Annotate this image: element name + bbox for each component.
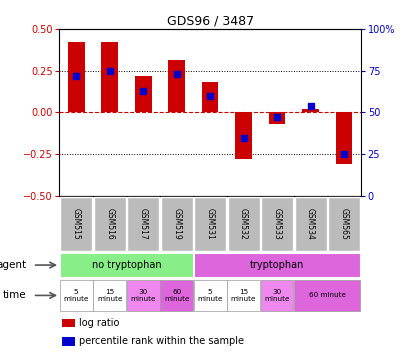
Bar xyxy=(227,280,259,311)
Text: GSM534: GSM534 xyxy=(306,208,314,240)
Bar xyxy=(293,280,360,311)
Text: time: time xyxy=(3,290,27,301)
Text: percentile rank within the sample: percentile rank within the sample xyxy=(79,336,243,346)
Bar xyxy=(60,197,92,251)
Bar xyxy=(126,280,159,311)
Bar xyxy=(168,60,184,112)
Bar xyxy=(93,197,126,251)
Text: 30
minute: 30 minute xyxy=(130,289,155,302)
Bar xyxy=(160,197,192,251)
Text: 15
minute: 15 minute xyxy=(97,289,122,302)
Text: GSM565: GSM565 xyxy=(339,208,348,240)
Text: GSM519: GSM519 xyxy=(172,208,181,240)
Text: GSM532: GSM532 xyxy=(238,208,247,240)
Text: 60
minute: 60 minute xyxy=(164,289,189,302)
Bar xyxy=(67,42,84,112)
Text: 5
minute: 5 minute xyxy=(197,289,222,302)
Bar xyxy=(62,337,74,346)
Bar xyxy=(268,112,285,124)
Text: GSM531: GSM531 xyxy=(205,208,214,240)
Bar xyxy=(62,319,74,327)
Bar xyxy=(193,197,226,251)
Bar xyxy=(60,253,193,277)
Bar xyxy=(201,82,218,112)
Title: GDS96 / 3487: GDS96 / 3487 xyxy=(166,14,253,27)
Text: 5
minute: 5 minute xyxy=(63,289,89,302)
Bar xyxy=(135,76,151,112)
Bar xyxy=(260,280,293,311)
Bar xyxy=(60,280,92,311)
Bar xyxy=(335,112,352,165)
Bar xyxy=(193,253,360,277)
Text: tryptophan: tryptophan xyxy=(249,260,303,270)
Text: GSM516: GSM516 xyxy=(105,208,114,240)
Text: agent: agent xyxy=(0,260,27,270)
Text: no tryptophan: no tryptophan xyxy=(91,260,161,270)
Text: log ratio: log ratio xyxy=(79,318,119,328)
Bar xyxy=(193,280,226,311)
Bar xyxy=(235,112,252,160)
Text: 15
minute: 15 minute xyxy=(230,289,256,302)
Bar xyxy=(127,197,159,251)
Bar xyxy=(294,197,326,251)
Text: GSM517: GSM517 xyxy=(138,208,147,240)
Bar xyxy=(261,197,292,251)
Text: 30
minute: 30 minute xyxy=(264,289,289,302)
Bar xyxy=(101,42,118,112)
Bar xyxy=(160,280,193,311)
Text: GSM515: GSM515 xyxy=(72,208,81,240)
Bar xyxy=(327,197,359,251)
Text: GSM533: GSM533 xyxy=(272,208,281,240)
Text: 60 minute: 60 minute xyxy=(308,292,345,298)
Bar xyxy=(301,109,318,112)
Bar xyxy=(227,197,259,251)
Bar xyxy=(93,280,126,311)
